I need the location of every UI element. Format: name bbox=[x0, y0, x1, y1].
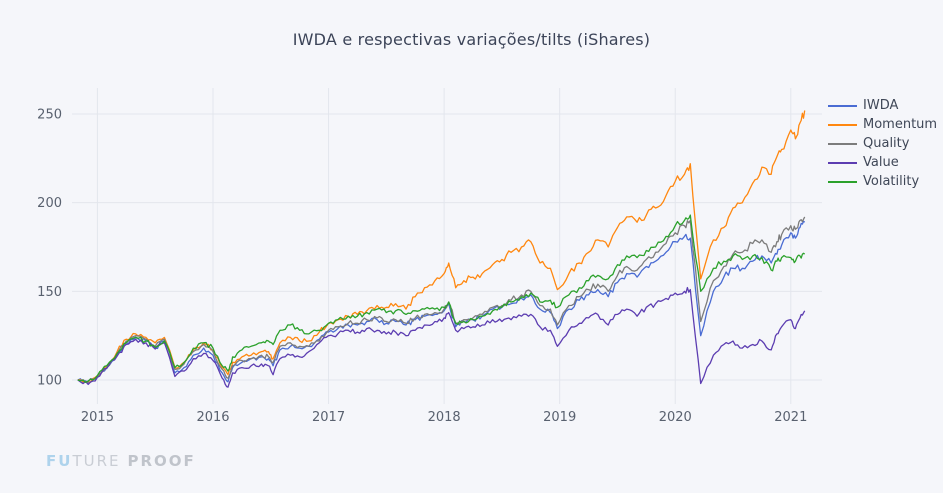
y-tick-label-100: 100 bbox=[37, 374, 62, 389]
y-tick-label-250: 250 bbox=[37, 108, 62, 123]
legend: IWDA Momentum Quality Value Volatility bbox=[828, 96, 937, 191]
legend-label: Value bbox=[863, 155, 899, 170]
legend-label: Volatility bbox=[863, 174, 920, 189]
legend-label: IWDA bbox=[863, 98, 899, 113]
x-tick-label-2015: 2015 bbox=[81, 410, 114, 425]
legend-line-icon bbox=[828, 142, 857, 145]
legend-line-icon bbox=[828, 123, 857, 126]
futureproof-logo: FUTURE PROOF bbox=[46, 452, 196, 470]
legend-item-quality[interactable]: Quality bbox=[828, 134, 937, 153]
legend-item-momentum[interactable]: Momentum bbox=[828, 115, 937, 134]
logo-prefix: FU bbox=[46, 452, 73, 470]
legend-item-iwda[interactable]: IWDA bbox=[828, 96, 937, 115]
series-line-volatility bbox=[77, 214, 806, 383]
chart-title: IWDA e respectivas variações/tilts (iSha… bbox=[292, 30, 651, 49]
legend-label: Quality bbox=[863, 136, 910, 151]
series-line-quality bbox=[77, 216, 806, 383]
x-tick-label-2018: 2018 bbox=[428, 410, 461, 425]
legend-item-volatility[interactable]: Volatility bbox=[828, 172, 937, 191]
x-tick-label-2020: 2020 bbox=[659, 410, 692, 425]
series-line-momentum bbox=[77, 110, 806, 383]
y-tick-label-200: 200 bbox=[37, 196, 62, 211]
x-tick-label-2017: 2017 bbox=[312, 410, 345, 425]
legend-line-icon bbox=[828, 180, 857, 183]
x-tick-label-2021: 2021 bbox=[774, 410, 807, 425]
y-tick-label-150: 150 bbox=[37, 285, 62, 300]
legend-item-value[interactable]: Value bbox=[828, 153, 937, 172]
x-tick-label-2019: 2019 bbox=[543, 410, 576, 425]
logo-middle: TURE bbox=[72, 452, 121, 470]
series-line-value bbox=[77, 286, 806, 388]
legend-label: Momentum bbox=[863, 117, 938, 132]
logo-suffix: PROOF bbox=[127, 452, 196, 470]
legend-line-icon bbox=[828, 161, 857, 164]
x-tick-label-2016: 2016 bbox=[196, 410, 229, 425]
legend-line-icon bbox=[828, 104, 857, 107]
